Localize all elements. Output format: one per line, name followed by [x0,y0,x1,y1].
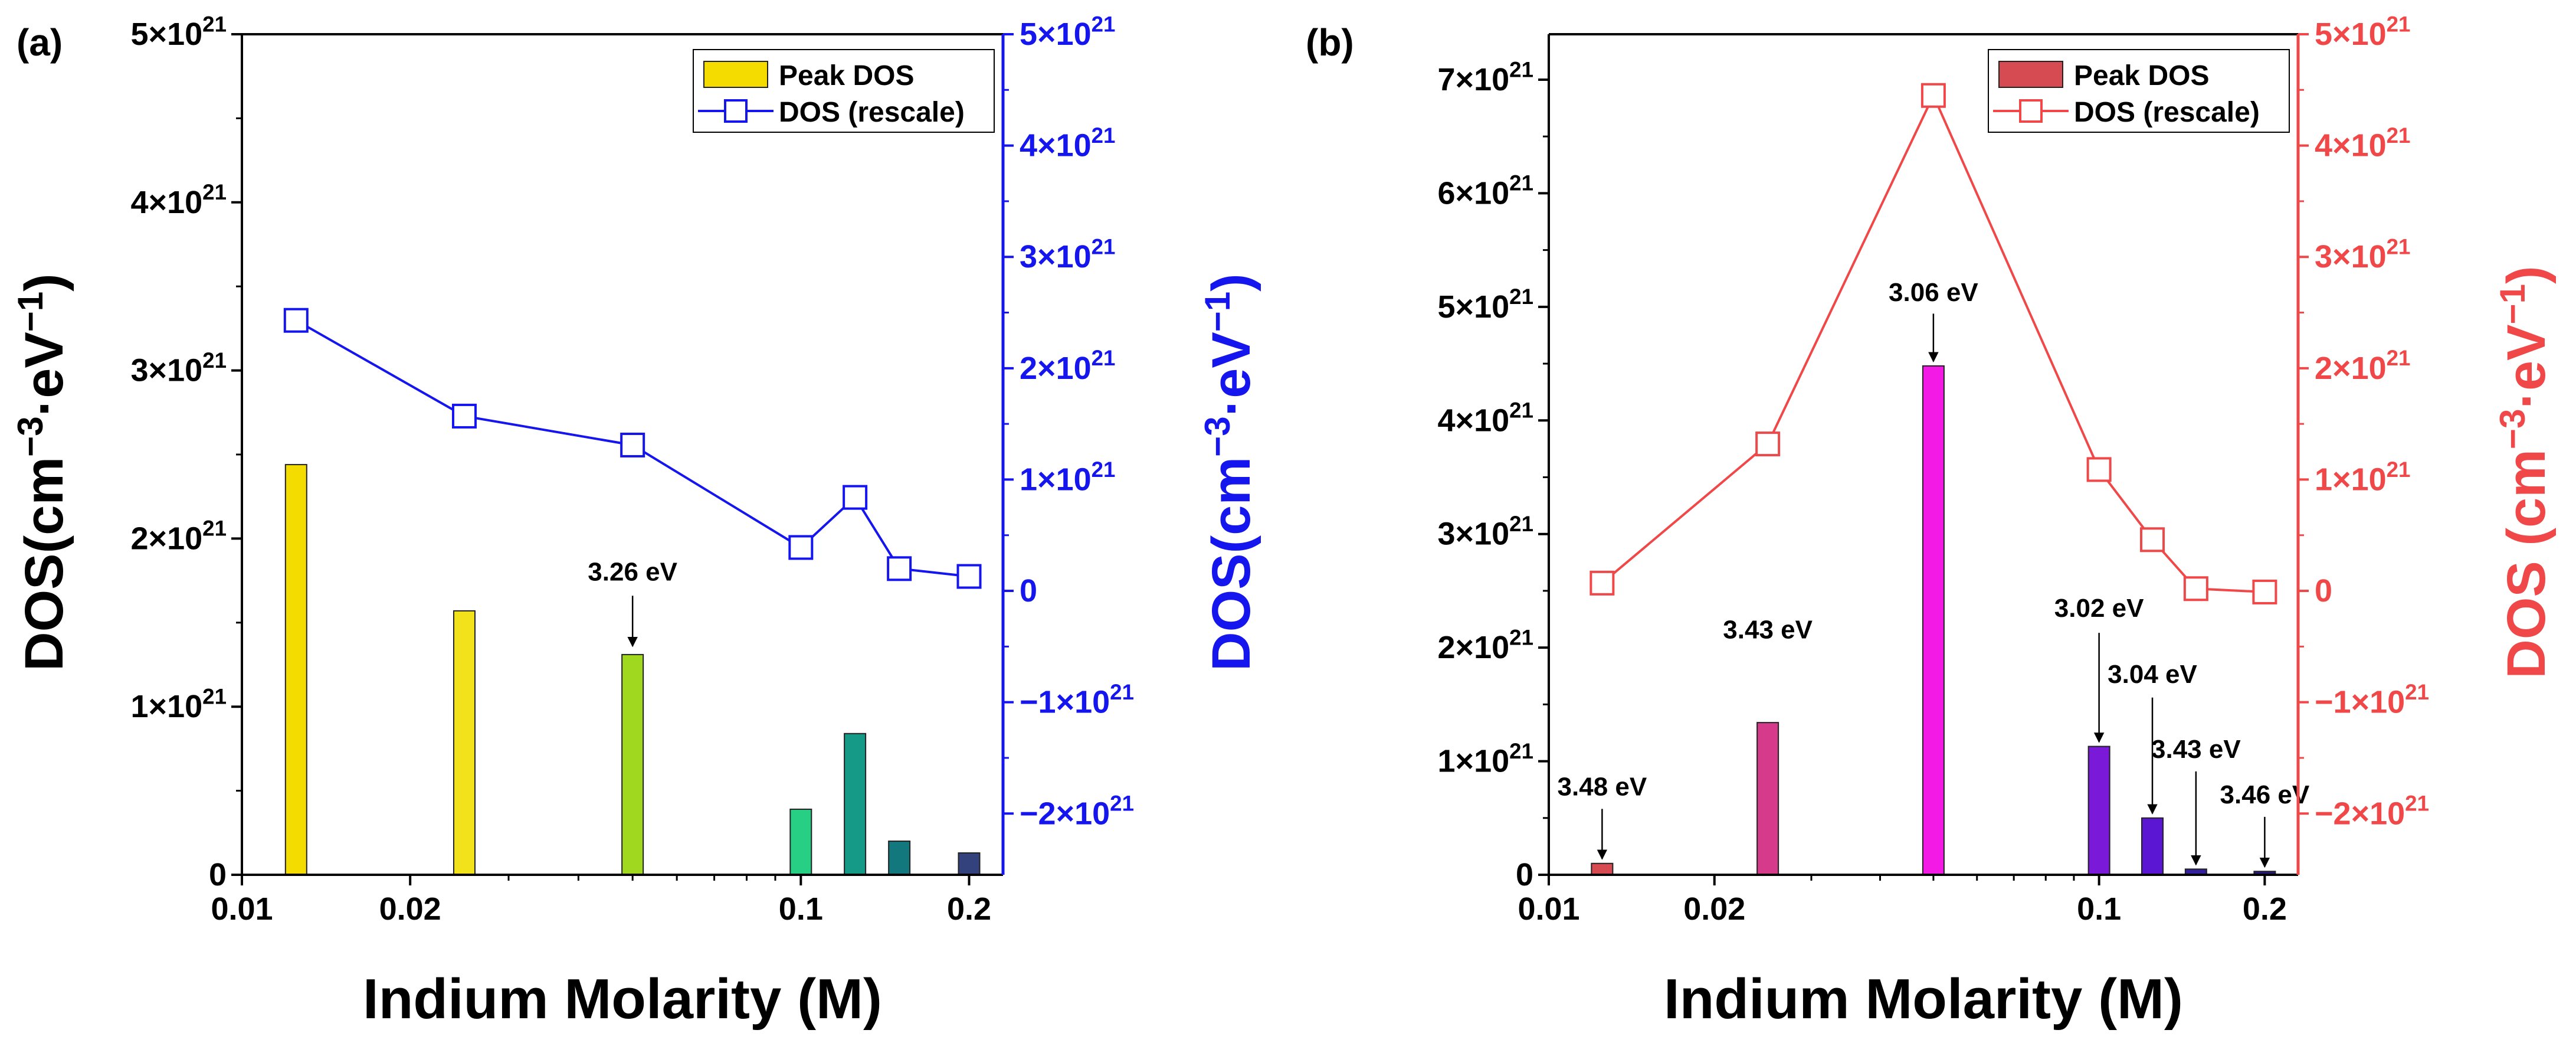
line-point-marker [451,403,477,429]
left-y-tick-label: 0 [1516,857,1533,892]
bar-peak-dos [284,464,307,875]
line-point-marker [887,556,912,581]
bar-peak-dos [789,808,812,875]
x-tick-label: 0.01 [211,891,273,927]
line-point-marker [2252,579,2277,604]
bar-peak-dos [1922,365,1945,875]
legend-swatch-peak-dos [703,61,768,88]
right-y-tick-label: 4×1021 [1020,123,1115,164]
left-y-tick-label: 0 [209,857,227,892]
right-y-axis-title: DOS (cm−3·eV−1) [2493,266,2557,678]
x-tick-label: 0.02 [379,891,441,927]
legend-swatch-peak-dos [1998,61,2063,88]
energy-annotation-label: 3.02 eV [2054,594,2144,623]
right-y-tick-label: 0 [1020,573,1037,609]
right-y-tick-label: 2×1021 [2315,346,2410,386]
bar-peak-dos [621,653,644,875]
legend-marker-dos-rescale [2019,99,2043,123]
x-axis-title: Indium Molarity (M) [363,967,882,1031]
right-y-tick-label: 5×1021 [2315,12,2410,52]
right-y-tick-label: −1×1021 [1020,680,1134,720]
legend-marker-dos-rescale [724,99,748,123]
energy-annotation-label: 3.26 eV [588,558,677,587]
x-tick-label: 0.1 [2077,891,2121,927]
bar-peak-dos [844,733,867,875]
x-tick-label: 0.1 [779,891,823,927]
right-y-tick-label: 4×1021 [2315,123,2410,164]
line-point-marker [843,485,868,510]
bar-peak-dos [958,852,981,875]
right-y-tick-label: 1×1021 [1020,457,1115,498]
bar-peak-dos [1591,862,1614,875]
legend-label-peak-dos: Peak DOS [2074,60,2209,91]
left-y-tick-label: 2×1021 [131,516,227,557]
line-point-marker [788,535,814,560]
right-y-tick-label: 3×1021 [2315,235,2410,275]
legend-label-peak-dos: Peak DOS [779,60,914,91]
left-y-tick-label: 6×1021 [1438,171,1533,211]
line-point-marker [620,432,645,457]
left-y-tick-label: 1×1021 [1438,739,1533,779]
right-y-tick-label: −2×1021 [1020,792,1134,832]
left-y-tick-label: 2×1021 [1438,625,1533,665]
x-axis-title: Indium Molarity (M) [1664,967,2183,1031]
bar-peak-dos [2087,746,2110,876]
right-y-tick-label: 2×1021 [1020,346,1115,386]
left-y-tick-label: 7×1021 [1438,57,1533,97]
right-y-tick-label: 1×1021 [2315,457,2410,498]
energy-annotation-label: 3.06 eV [1889,278,1978,307]
line-point-marker [1920,83,1946,108]
x-tick-label: 0.2 [2243,891,2287,927]
left-y-tick-label: 3×1021 [1438,512,1533,552]
line-point-marker [1589,570,1615,596]
right-y-tick-label: −2×1021 [2315,792,2429,832]
line-point-marker [2183,576,2208,601]
right-y-tick-label: 5×1021 [1020,12,1115,52]
x-tick-label: 0.2 [947,891,991,927]
left-y-tick-label: 3×1021 [131,348,227,388]
line-point-marker [1755,431,1781,457]
line-point-marker [283,308,309,333]
panel-a-chart: (a) 3.26 eV 0.01 0.02 0.1 0.2 Indium Molarity … [11,12,1261,1031]
right-y-axis-title: DOS(cm−3·eV−1) [1198,273,1261,671]
legend-label-dos-rescale: DOS (rescale) [779,97,965,128]
right-y-tick-label: 3×1021 [1020,235,1115,275]
left-y-tick-label: 4×1021 [1438,398,1533,439]
bar-peak-dos [2141,817,2164,876]
line-point-marker [2140,527,2165,552]
energy-annotation-label: 3.48 eV [1558,772,1647,801]
energy-annotation-label: 3.43 eV [1723,616,1813,645]
legend-label-dos-rescale: DOS (rescale) [2074,97,2260,128]
left-y-tick-label: 4×1021 [131,180,227,220]
bar-peak-dos [888,841,911,876]
left-y-tick-label: 5×1021 [131,12,227,52]
bar-peak-dos [453,610,476,875]
bar-peak-dos [1756,722,1779,875]
x-tick-label: 0.02 [1683,891,1745,927]
energy-annotation-label: 3.43 eV [2151,735,2241,764]
left-y-axis-title: DOS(cm−3·eV−1) [11,273,74,671]
right-y-tick-label: −1×1021 [2315,680,2429,720]
panel-label: (b) [1306,21,1354,64]
panel-label: (a) [17,21,63,64]
line-point-marker [956,564,982,589]
line-point-marker [2086,457,2112,482]
left-y-tick-label: 1×1021 [131,685,227,725]
panel-b-chart: (b) 3.48 eV 3.43 eV 3.06 eV 3.02 eV 3.04 eV 3.… [1306,12,2557,1031]
energy-annotation-label: 3.04 eV [2108,660,2197,689]
right-y-tick-label: 0 [2315,573,2332,609]
energy-annotation-label: 3.46 eV [2220,780,2310,809]
x-tick-label: 0.01 [1518,891,1579,927]
left-y-tick-label: 5×1021 [1438,285,1533,325]
